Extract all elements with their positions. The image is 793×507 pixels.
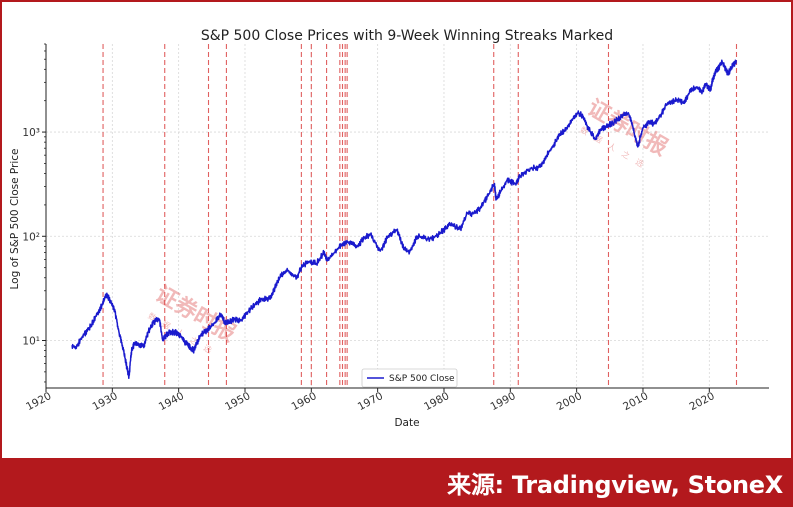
legend-label-sp500: S&P 500 Close (389, 374, 455, 384)
x-tick-label: 1970 (356, 390, 385, 413)
y-tick-label: 10³ (22, 127, 40, 139)
x-tick-label: 1980 (422, 390, 451, 413)
y-tick-label: 10¹ (22, 335, 40, 347)
series-line-sp500 (71, 59, 738, 380)
x-tick-label: 1960 (289, 390, 318, 413)
x-tick-label: 1950 (223, 390, 252, 413)
x-tick-labels: 1920 1930 1940 1950 1960 1970 1980 1990 2000 2010… (24, 388, 717, 413)
x-tick-label: 2020 (687, 390, 716, 413)
source-footer: 来源: Tradingview, StoneX (2, 458, 791, 505)
axes (45, 44, 769, 389)
grid (45, 44, 769, 388)
y-axis-label: Log of S&P 500 Close Price (9, 148, 21, 289)
x-axis-label: Date (394, 417, 419, 429)
source-text: 来源: Tradingview, StoneX (447, 471, 783, 499)
x-tick-label: 2000 (555, 390, 584, 413)
x-tick-label: 2010 (621, 390, 650, 413)
legend: S&P 500 Close (361, 368, 458, 388)
streak-markers (102, 44, 738, 388)
chart-canvas: S&P 500 Close Prices with 9-Week Winning… (9, 28, 769, 429)
series-lines (71, 59, 738, 380)
x-tick-label: 1990 (488, 390, 517, 413)
chart-title: S&P 500 Close Prices with 9-Week Winning… (201, 28, 613, 44)
x-tick-label: 1920 (24, 390, 53, 413)
y-tick-labels: 10¹ 10² 10³ (22, 43, 46, 383)
x-tick-label: 1930 (90, 390, 119, 413)
x-tick-label: 1940 (157, 390, 186, 413)
y-tick-label: 10² (22, 231, 40, 243)
